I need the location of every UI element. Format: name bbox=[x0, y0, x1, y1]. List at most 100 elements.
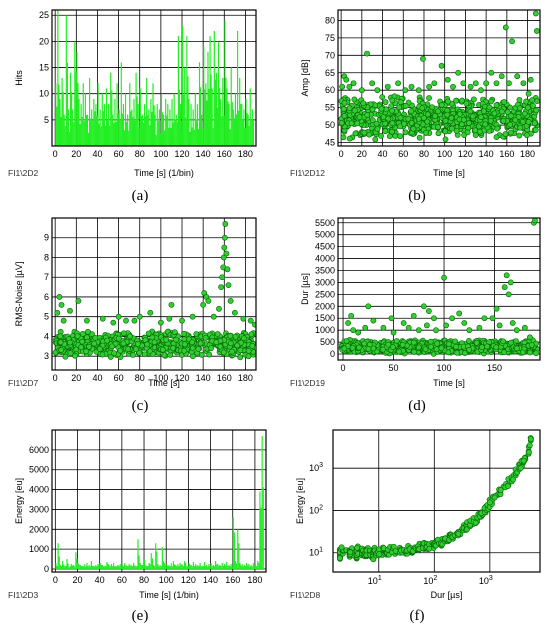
data-point bbox=[346, 135, 353, 142]
histogram-bar bbox=[153, 105, 155, 146]
histogram-bar bbox=[240, 103, 242, 146]
y-tick-label: 80 bbox=[325, 15, 335, 25]
data-point bbox=[530, 102, 536, 109]
histogram-bar bbox=[138, 128, 140, 146]
outlier-point bbox=[410, 312, 417, 319]
outlier-point bbox=[231, 309, 238, 316]
data-point bbox=[456, 111, 463, 117]
y-tick-label: 5000 bbox=[29, 465, 49, 475]
data-point bbox=[452, 338, 458, 345]
outlier-point bbox=[83, 317, 90, 324]
histogram-bar bbox=[177, 564, 179, 570]
histogram-bar bbox=[161, 547, 163, 570]
histogram-bar bbox=[159, 565, 161, 570]
histogram-bar bbox=[196, 565, 198, 570]
histogram-bar bbox=[89, 566, 91, 570]
histogram-bar bbox=[170, 563, 172, 570]
data-point bbox=[145, 330, 152, 337]
x-tick-label: 100 bbox=[159, 575, 174, 585]
histogram-bar bbox=[172, 122, 174, 146]
data-point bbox=[228, 340, 234, 347]
data-point bbox=[526, 449, 532, 456]
data-point bbox=[487, 499, 493, 506]
outlier-point bbox=[527, 334, 533, 341]
data-point bbox=[525, 104, 531, 111]
data-point bbox=[453, 343, 459, 350]
data-point bbox=[159, 346, 166, 353]
data-point bbox=[202, 335, 209, 341]
data-point bbox=[385, 115, 392, 122]
data-point bbox=[198, 351, 205, 358]
data-point bbox=[501, 349, 508, 356]
x-axis-label: Time [s] (1/bin) bbox=[134, 168, 194, 178]
outlier-point bbox=[388, 315, 395, 322]
histogram-bar bbox=[90, 118, 92, 146]
outlier-point bbox=[240, 315, 247, 322]
data-point bbox=[453, 127, 460, 134]
data-point bbox=[473, 339, 480, 346]
outlier-point bbox=[131, 317, 138, 324]
y-axis-label: RMS-Noise [µV] bbox=[14, 262, 24, 327]
data-point bbox=[465, 337, 472, 344]
data-point bbox=[435, 108, 441, 115]
histogram-bar bbox=[139, 563, 141, 570]
histogram-bar bbox=[199, 87, 202, 146]
data-point bbox=[181, 341, 188, 348]
x-tick-label: 20 bbox=[72, 575, 82, 585]
outlier-point bbox=[58, 301, 65, 308]
histogram-bar bbox=[158, 109, 160, 146]
histogram-bar bbox=[112, 563, 115, 570]
histogram-bar bbox=[109, 566, 111, 570]
histogram-bar bbox=[83, 566, 85, 570]
histogram-bar bbox=[93, 566, 95, 570]
data-point bbox=[360, 100, 367, 107]
histogram-bar bbox=[208, 88, 210, 146]
outlier-point bbox=[358, 87, 365, 94]
x-tick-label: 60 bbox=[398, 149, 408, 159]
outlier-point bbox=[252, 321, 256, 328]
outlier-point bbox=[339, 83, 346, 90]
histogram-bar bbox=[182, 25, 184, 146]
histogram-bar bbox=[248, 564, 250, 570]
y-tick-label: 20 bbox=[39, 36, 49, 46]
x-axis-label: Time [s] bbox=[433, 378, 465, 388]
x-tick-label: 160 bbox=[217, 149, 232, 159]
data-point bbox=[433, 346, 440, 353]
data-point bbox=[432, 113, 438, 119]
outlier-point bbox=[221, 234, 228, 241]
histogram-bar bbox=[199, 563, 201, 570]
data-point bbox=[378, 105, 385, 112]
histogram-bar bbox=[162, 114, 165, 146]
data-point bbox=[369, 106, 376, 113]
histogram-bar bbox=[129, 565, 131, 570]
histogram-bar bbox=[174, 119, 176, 146]
outlier-point bbox=[220, 254, 227, 261]
data-point bbox=[348, 120, 355, 127]
data-point bbox=[120, 340, 127, 347]
histogram-bar bbox=[164, 130, 166, 146]
data-point bbox=[389, 128, 395, 135]
data-point bbox=[341, 345, 348, 352]
histogram-bar bbox=[106, 120, 109, 146]
panel-id-label: FI1\2D19 bbox=[290, 378, 325, 388]
data-point bbox=[378, 132, 384, 139]
data-point bbox=[365, 346, 372, 352]
data-point bbox=[422, 346, 429, 353]
histogram-bar bbox=[67, 563, 69, 570]
caption-f: (f) bbox=[409, 608, 425, 624]
histogram-bar bbox=[246, 112, 248, 146]
histogram-bar bbox=[197, 565, 199, 570]
outlier-point bbox=[441, 274, 447, 281]
histogram-bar bbox=[88, 78, 91, 146]
data-point bbox=[401, 120, 407, 127]
data-point bbox=[349, 344, 356, 351]
histogram-bar bbox=[116, 566, 118, 570]
outlier-point bbox=[415, 87, 422, 94]
histogram-bar bbox=[253, 566, 256, 570]
histogram-bar bbox=[145, 116, 147, 146]
data-point bbox=[420, 115, 427, 121]
outlier-point bbox=[350, 327, 357, 334]
data-point bbox=[92, 334, 99, 341]
outlier-point bbox=[493, 80, 500, 87]
data-point bbox=[459, 97, 465, 104]
